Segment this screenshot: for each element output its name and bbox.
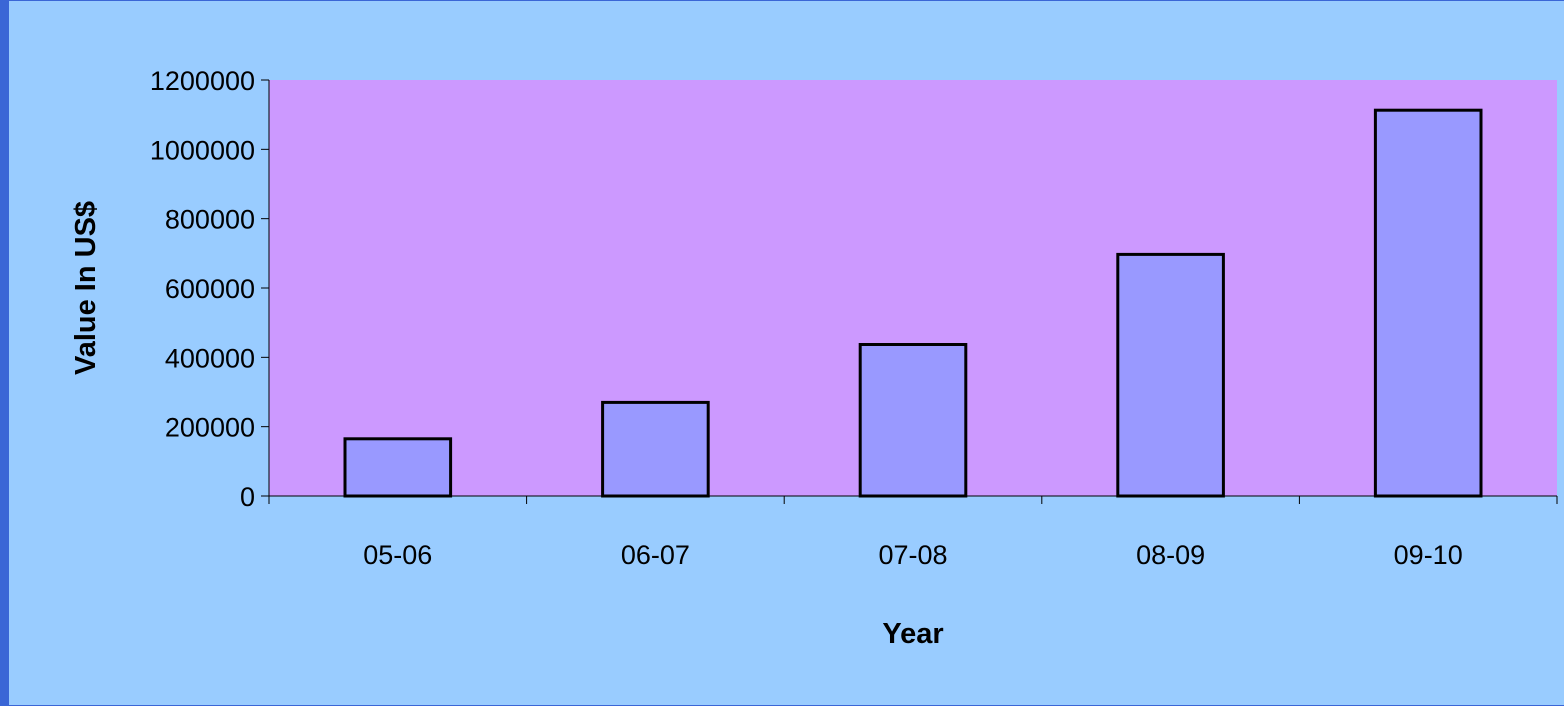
bars-group (343, 108, 1483, 498)
bar (1373, 108, 1483, 498)
x-tick-label: 09-10 (1394, 540, 1463, 570)
x-tick-label: 07-08 (878, 540, 947, 570)
bar (601, 400, 710, 498)
x-tick-label: 05-06 (363, 540, 432, 570)
y-tick-label: 1000000 (150, 135, 255, 165)
x-tick-label: 06-07 (621, 540, 690, 570)
x-axis: 05-06 06-07 07-08 08-09 09-10 (268, 495, 1558, 570)
bar (1116, 252, 1225, 498)
y-axis: 0 200000 400000 600000 800000 1000000 1200000 (150, 66, 270, 512)
y-tick-label: 600000 (165, 274, 255, 304)
bar-chart: 020000040000060000080000010000001200000 … (70, 66, 1558, 650)
bar (858, 343, 968, 498)
x-tick-label: 08-09 (1136, 540, 1205, 570)
y-tick-label: 800000 (165, 205, 255, 235)
y-tick-label: 1200000 (150, 66, 255, 96)
y-tick-label: 0 (240, 482, 255, 512)
y-tick-label: 200000 (165, 413, 255, 443)
y-tick-label: 400000 (165, 343, 255, 373)
y-axis-title: Value In US$ (70, 201, 102, 375)
x-axis-title: Year (882, 618, 943, 650)
bar (343, 437, 453, 498)
